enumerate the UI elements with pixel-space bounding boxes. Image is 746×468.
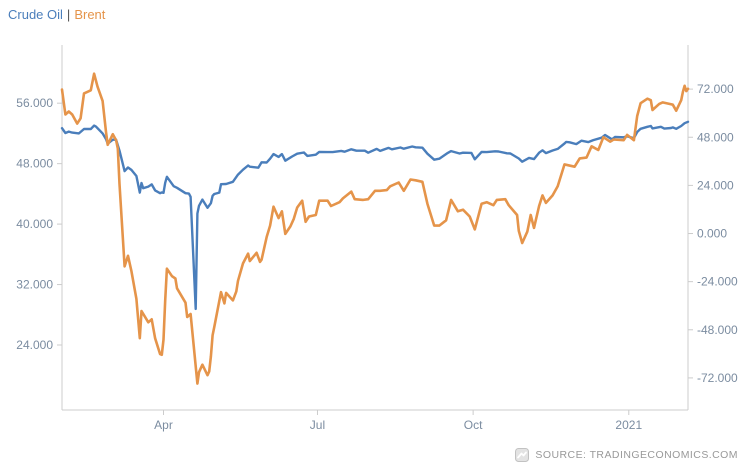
right-axis-tick-label: 0.000	[697, 227, 727, 241]
legend-item-crude-oil[interactable]: Crude Oil	[8, 7, 63, 22]
legend-item-brent[interactable]: Brent	[74, 7, 106, 22]
chart-footer: SOURCE: TRADINGECONOMICS.COM	[515, 448, 738, 462]
left-axis-tick-label: 32.000	[16, 278, 53, 292]
x-axis-tick-label: Jul	[310, 418, 325, 432]
chart-legend: Crude Oil | Brent	[8, 7, 105, 23]
right-axis-tick-label: 24.000	[697, 178, 734, 192]
left-axis-tick-label: 48.000	[16, 157, 53, 171]
brent-line	[60, 72, 690, 385]
x-axis-tick-label: Oct	[464, 418, 483, 432]
source-attribution[interactable]: SOURCE: TRADINGECONOMICS.COM	[535, 449, 738, 461]
right-axis-tick-label: -72.000	[697, 371, 738, 385]
right-axis-tick-label: 48.000	[697, 130, 734, 144]
x-axis-tick-label: 2021	[615, 418, 642, 432]
right-axis-tick-label: -48.000	[697, 323, 738, 337]
legend-separator: |	[66, 7, 71, 22]
x-axis-tick-label: Apr	[154, 418, 173, 432]
right-axis-tick-label: 72.000	[697, 82, 734, 96]
crude-oil-line	[60, 120, 690, 311]
left-axis-tick-label: 24.000	[16, 338, 53, 352]
right-axis-tick-label: -24.000	[697, 275, 738, 289]
tradingeconomics-logo-icon[interactable]	[515, 448, 530, 462]
left-axis-tick-label: 40.000	[16, 217, 53, 231]
left-axis-tick-label: 56.000	[16, 96, 53, 110]
